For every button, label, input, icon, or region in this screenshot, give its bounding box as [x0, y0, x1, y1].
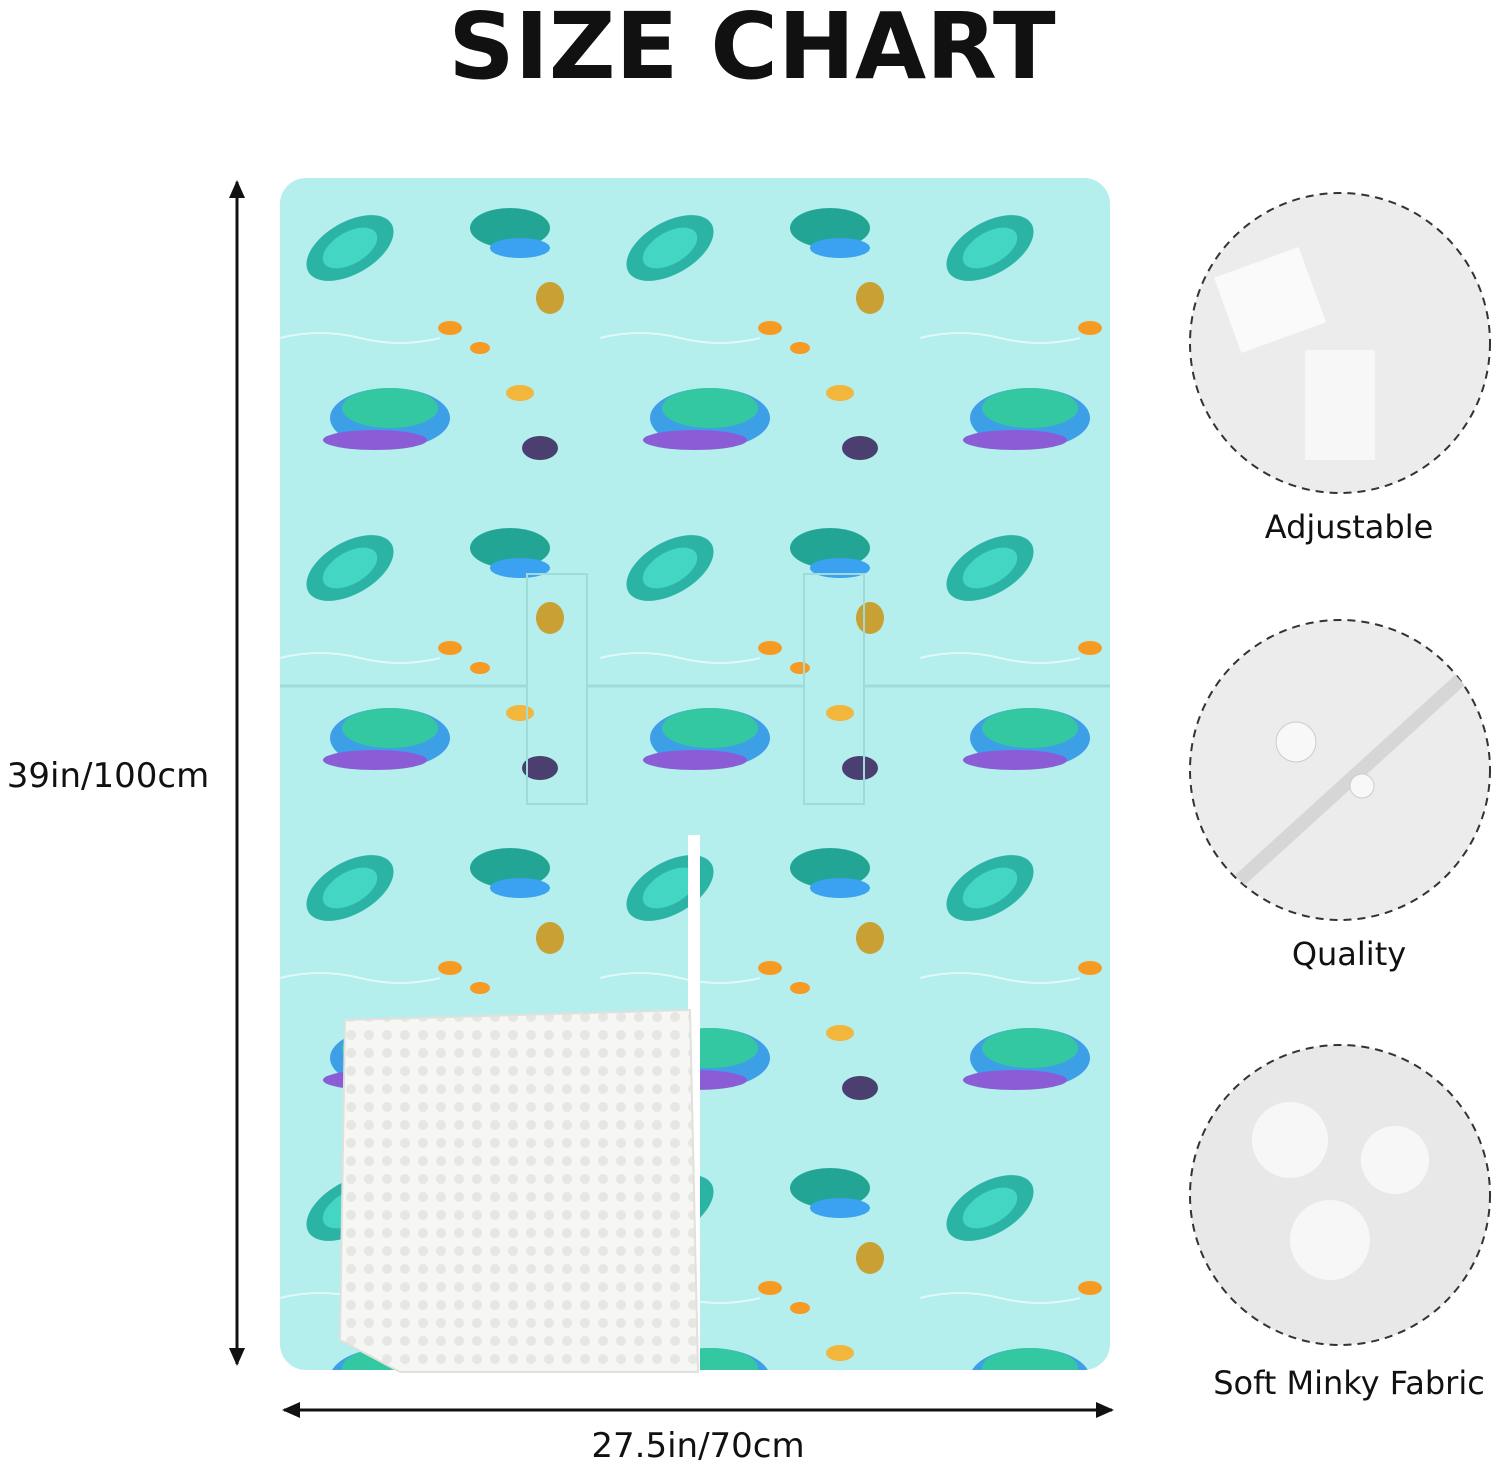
feature-label: Quality	[1292, 935, 1406, 973]
snap	[1349, 773, 1375, 799]
feature-photo	[1189, 619, 1491, 921]
minky-corner	[338, 1008, 700, 1373]
arrow-head	[1096, 1402, 1114, 1418]
dot	[1252, 1102, 1328, 1178]
feature-label: Adjustable	[1265, 508, 1434, 546]
width-label: 27.5in/70cm	[591, 1426, 804, 1466]
arrow-head	[282, 1402, 300, 1418]
velcro	[1305, 350, 1375, 460]
snap	[1275, 721, 1317, 763]
seam	[1235, 674, 1465, 886]
strap	[526, 573, 588, 805]
arrow-head	[229, 1348, 245, 1366]
dot	[1290, 1200, 1370, 1280]
feature-label: Soft Minky Fabric	[1213, 1364, 1485, 1402]
velcro	[1214, 247, 1326, 353]
dot	[1361, 1126, 1429, 1194]
feature-photo	[1189, 1044, 1491, 1346]
title: SIZE CHART	[448, 0, 1055, 100]
height-label: 39in/100cm	[7, 756, 209, 796]
arrow-head	[229, 180, 245, 198]
strap	[803, 573, 865, 805]
